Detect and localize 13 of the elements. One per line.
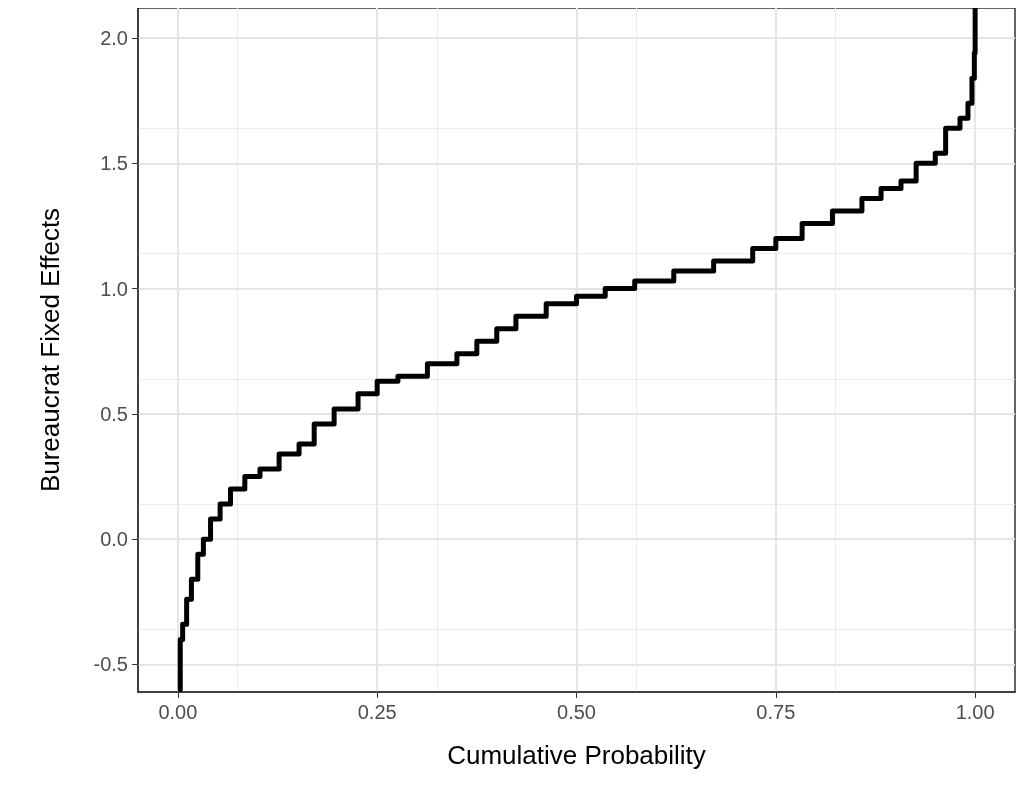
x-tick-label: 1.00	[955, 701, 995, 723]
y-axis-title: Bureaucrat Fixed Effects	[35, 207, 65, 493]
y-tick-label: 2.0	[100, 27, 128, 50]
x-tick-label: 0.25	[357, 701, 397, 723]
y-tick-label: 0.5	[100, 402, 128, 425]
y-tick-label: 0.0	[100, 528, 128, 551]
y-tick-label: 1.0	[100, 277, 128, 300]
x-tick-label: 0.00	[158, 701, 198, 723]
y-tick-label: 1.5	[100, 152, 128, 175]
x-tick-label: 0.50	[557, 701, 596, 723]
y-tick-label: -0.5	[93, 653, 128, 676]
x-axis-title: Cumulative Probability	[447, 740, 706, 770]
x-tick-label: 0.75	[756, 701, 796, 723]
